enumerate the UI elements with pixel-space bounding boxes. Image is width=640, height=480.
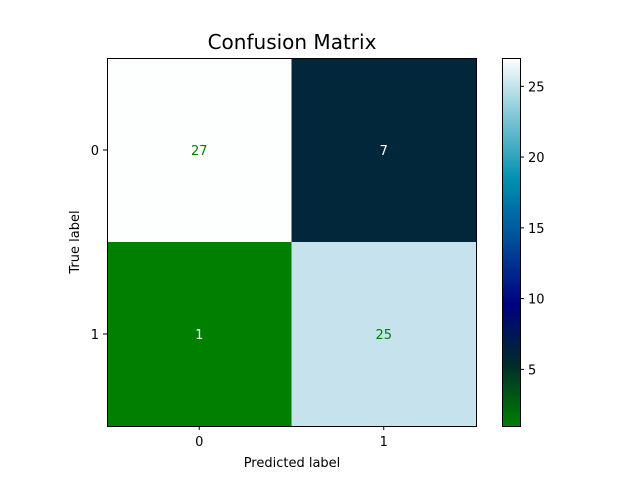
x-tick-label: 1 (380, 435, 388, 450)
colorbar-tick-label: 15 (528, 222, 545, 237)
heatmap-cell-0-1 (291, 58, 477, 243)
cell-value-label-0-0: 27 (191, 144, 208, 159)
colorbar-tick-label: 10 (528, 293, 545, 308)
heatmap-value-labels: 27 7 1 25 (191, 144, 392, 343)
chart-title: Confusion Matrix (208, 30, 377, 54)
y-axis-label: True label (68, 210, 83, 274)
colorbar-tick-label: 20 (528, 151, 545, 166)
cell-value-label-0-1: 7 (380, 144, 388, 159)
y-tick-label: 1 (91, 328, 99, 343)
cell-value-label-1-0: 1 (195, 328, 203, 343)
heatmap-cell-1-1 (291, 242, 477, 427)
x-axis-label: Predicted label (244, 456, 341, 471)
y-tick-label: 0 (91, 144, 99, 159)
colorbar-tick-label: 25 (528, 80, 545, 95)
heatmap-cell-0-0 (107, 58, 292, 243)
y-axis: 01 (91, 144, 107, 343)
cell-value-label-1-1: 25 (375, 328, 392, 343)
colorbar: 5 10 15 20 25 (502, 58, 545, 427)
colorbar-gradient (502, 58, 520, 426)
x-tick-label: 0 (195, 435, 203, 450)
heatmap-cells (107, 58, 477, 427)
colorbar-tick-label: 5 (528, 363, 536, 378)
heatmap-cell-1-0 (107, 242, 292, 427)
colorbar-ticks: 5 10 15 20 25 (520, 80, 545, 378)
colorbar-frame (502, 58, 521, 427)
plot-frame (107, 58, 477, 427)
